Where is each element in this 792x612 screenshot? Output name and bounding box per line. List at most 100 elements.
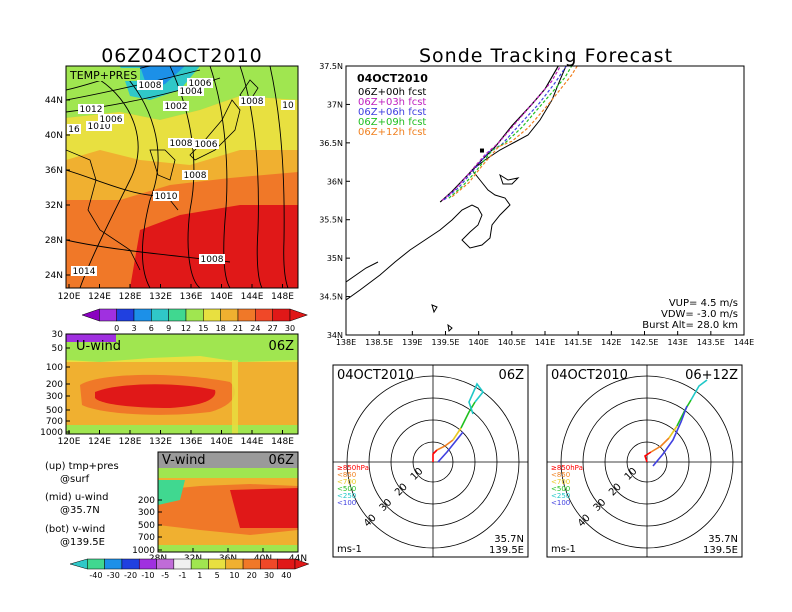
- temp-x-tick-label: 120E: [58, 292, 81, 302]
- temp-y-tick-label: 24N: [45, 271, 63, 281]
- colorbar-cap: [69, 558, 88, 570]
- isobar-label: 1008: [241, 97, 264, 107]
- hodograph-date: 04OCT2010: [337, 368, 414, 383]
- hodograph-trace: [437, 431, 464, 463]
- colorbar-label: -10: [141, 571, 154, 580]
- japan-coastline: [346, 66, 567, 333]
- hodograph-unit: ms-1: [551, 544, 576, 555]
- v-wind-colorbar: -40 -30 -20 -10 -5 -1 1 5 10 20 30 40: [69, 558, 310, 580]
- hodograph-level-legend: <850: [337, 471, 356, 479]
- hodograph-trace: [436, 439, 454, 451]
- colorbar-label: 20: [247, 571, 257, 580]
- temp-label-box: [68, 68, 140, 81]
- u-wind-x-tick-label: 148E: [271, 437, 294, 447]
- sonde-x-tick-label: 142.5E: [631, 338, 659, 347]
- legend-text-line: @surf: [60, 474, 90, 485]
- temp-fill-hot: [130, 205, 298, 288]
- colorbar-swatch: [151, 308, 169, 322]
- isobar-label: 1004: [180, 87, 203, 97]
- colorbar-cap: [81, 308, 100, 322]
- temp-y-ticks: 44N 40N 36N 32N 28N 24N: [45, 96, 70, 281]
- isobar-label: 1002: [165, 102, 188, 112]
- temp-x-tick-label: 136E: [180, 292, 203, 302]
- isobar-label: 1008: [201, 255, 224, 265]
- u-wind-x-tick-label: 136E: [180, 437, 203, 447]
- colorbar-swatch: [121, 558, 140, 570]
- hodograph-level-legend: <250: [551, 492, 570, 500]
- v-wind-y-tick-label: 700: [138, 533, 155, 543]
- isobar-label-box: [163, 101, 189, 111]
- hodograph-level-legend: ≥850hPa: [337, 464, 369, 472]
- colorbar-label: 30: [285, 324, 295, 333]
- isobar-label: 1008: [170, 139, 193, 149]
- temp-y-tick-label: 40N: [45, 131, 63, 141]
- sonde-x-tick-label: 144E: [734, 338, 754, 347]
- isobar-label: 1008: [184, 171, 207, 181]
- hodograph-trace: [690, 379, 708, 401]
- colorbar-swatch: [104, 558, 123, 570]
- isobar-label-box: [178, 86, 204, 96]
- sonde-legend-entry: 06Z+09h fcst: [358, 117, 426, 128]
- isobar-label-box: [168, 138, 194, 148]
- hodograph-lon: 139.5E: [489, 545, 524, 556]
- colorbar-swatch: [156, 558, 175, 570]
- isobar-label: 1006: [189, 79, 212, 89]
- colorbar-swatch: [260, 558, 278, 570]
- colorbar-swatch: [208, 558, 227, 570]
- isobar-label: 10: [282, 101, 294, 111]
- sonde-x-tick-label: 143.5E: [697, 338, 725, 347]
- u-wind-y-tick-label: 300: [46, 392, 63, 402]
- isobar-label-box: [86, 121, 112, 131]
- v-wind-x-tick-label: 44N: [289, 554, 307, 564]
- colorbar-swatch: [255, 308, 273, 322]
- sonde-x-ticks: 138E 138.5E 139E 139.5E 140E 140.5E 141E 141.5E…: [336, 331, 754, 347]
- isobar-label-box: [98, 114, 124, 124]
- sonde-burst: Burst Alt= 28.0 km: [642, 320, 738, 331]
- temp-y-tick-label: 32N: [45, 201, 63, 211]
- legend-text-line: (up) tmp+pres: [45, 461, 119, 472]
- temp-y-tick-label: 36N: [45, 166, 63, 176]
- colorbar-swatch: [272, 308, 291, 322]
- temp-x-tick-label: 124E: [88, 292, 111, 302]
- temp-x-tick-label: 144E: [241, 292, 264, 302]
- hodograph-trace: [460, 401, 476, 429]
- hodograph-trace: [644, 451, 652, 463]
- sonde-x-tick-label: 142E: [601, 338, 621, 347]
- hodograph-trace: [650, 437, 670, 453]
- temp-x-tick-label: 140E: [210, 292, 233, 302]
- isobar-label-box: [137, 80, 163, 90]
- hodograph-trace: [652, 405, 688, 467]
- isobar-label-box: [187, 78, 213, 88]
- colorbar-label: -5: [161, 571, 169, 580]
- sonde-track-line: [441, 66, 562, 201]
- legend-text-line: @35.7N: [60, 505, 100, 516]
- sonde-title: Sonde Tracking Forecast: [419, 45, 673, 67]
- sonde-legend-entry: 06Z+06h fcst: [358, 107, 426, 118]
- sonde-y-tick-label: 36.5N: [319, 139, 343, 148]
- temp-y-tick-label: 44N: [45, 96, 63, 106]
- u-wind-y-tick-label: 500: [46, 406, 63, 416]
- hodograph-right: 04OCT2010 06+12Z10203040≥850hPa<850<700<5…: [546, 364, 743, 558]
- colorbar-label: 15: [198, 324, 208, 333]
- colorbar-label: 9: [166, 324, 171, 333]
- sonde-y-tick-label: 34N: [327, 331, 343, 340]
- hodograph-level-legend: ≥850hPa: [551, 464, 583, 472]
- sonde-x-tick-label: 140.5E: [498, 338, 526, 347]
- temp-x-ticks: 120E 124E 128E 132E 136E 140E 144E 148E: [58, 284, 294, 302]
- sonde-y-tick-label: 36N: [327, 177, 343, 186]
- u-wind-y-tick-label: 50: [52, 344, 64, 354]
- colorbar-swatch: [277, 558, 296, 570]
- isobar-label-box: [71, 266, 97, 276]
- colorbar-label: -20: [124, 571, 137, 580]
- colorbar-label: 18: [216, 324, 226, 333]
- u-wind-y-tick-label: 30: [52, 330, 64, 340]
- colorbar-swatch: [237, 308, 256, 322]
- v-wind-time: 06Z: [269, 453, 295, 468]
- isobar-label: 1006: [195, 140, 218, 150]
- hodograph-lat: 35.7N: [494, 534, 524, 545]
- sonde-x-tick-label: 139E: [402, 338, 422, 347]
- sonde-vup: VUP= 4.5 m/s: [669, 298, 738, 309]
- colorbar-label: 12: [181, 324, 191, 333]
- sonde-track-line: [448, 66, 573, 199]
- hodograph-time: 06+12Z: [685, 368, 738, 383]
